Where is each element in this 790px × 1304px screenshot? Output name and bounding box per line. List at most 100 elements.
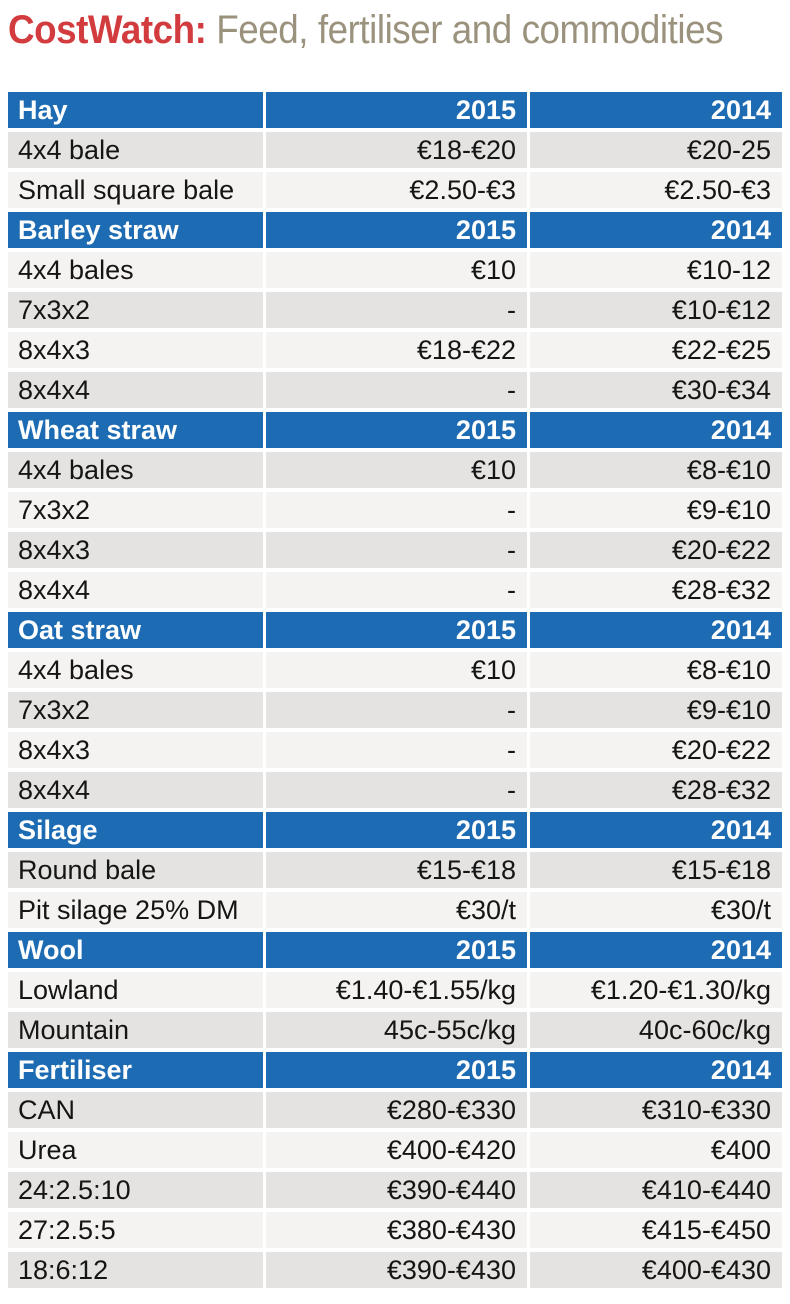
section-header-silage: Silage 2015 2014 bbox=[8, 812, 782, 848]
table-row: 8x4x4 - €28-€32 bbox=[8, 772, 782, 808]
row-label: 8x4x4 bbox=[8, 372, 263, 408]
section-header-wool: Wool 2015 2014 bbox=[8, 932, 782, 968]
row-label: 7x3x2 bbox=[8, 492, 263, 528]
row-label: 4x4 bales bbox=[8, 452, 263, 488]
value-2015: €400-€420 bbox=[266, 1132, 527, 1168]
row-label: 8x4x3 bbox=[8, 732, 263, 768]
table-row: 7x3x2 - €9-€10 bbox=[8, 692, 782, 728]
value-2015: - bbox=[266, 372, 527, 408]
table-row: 7x3x2 - €9-€10 bbox=[8, 492, 782, 528]
year-2014-header: 2014 bbox=[530, 412, 782, 448]
table-row: Pit silage 25% DM €30/t €30/t bbox=[8, 892, 782, 928]
value-2014: €410-€440 bbox=[530, 1172, 782, 1208]
value-2014: €20-€22 bbox=[530, 732, 782, 768]
year-2014-header: 2014 bbox=[530, 1052, 782, 1088]
value-2015: €380-€430 bbox=[266, 1212, 527, 1248]
year-2015-header: 2015 bbox=[266, 92, 527, 128]
row-label: Mountain bbox=[8, 1012, 263, 1048]
year-2015-header: 2015 bbox=[266, 212, 527, 248]
value-2015: €1.40-€1.55/kg bbox=[266, 972, 527, 1008]
value-2014: €1.20-€1.30/kg bbox=[530, 972, 782, 1008]
table-row: Lowland €1.40-€1.55/kg €1.20-€1.30/kg bbox=[8, 972, 782, 1008]
value-2015: - bbox=[266, 492, 527, 528]
row-label: Small square bale bbox=[8, 172, 263, 208]
value-2015: - bbox=[266, 692, 527, 728]
value-2015: €280-€330 bbox=[266, 1092, 527, 1128]
value-2014: €310-€330 bbox=[530, 1092, 782, 1128]
row-label: 27:2.5:5 bbox=[8, 1212, 263, 1248]
value-2015: €30/t bbox=[266, 892, 527, 928]
row-label: Pit silage 25% DM bbox=[8, 892, 263, 928]
section-title: Hay bbox=[8, 92, 263, 128]
row-label: 18:6:12 bbox=[8, 1252, 263, 1288]
year-2014-header: 2014 bbox=[530, 612, 782, 648]
value-2014: €28-€32 bbox=[530, 572, 782, 608]
table-row: 8x4x3 - €20-€22 bbox=[8, 532, 782, 568]
value-2014: €30-€34 bbox=[530, 372, 782, 408]
value-2014: €9-€10 bbox=[530, 692, 782, 728]
value-2014: 40c-60c/kg bbox=[530, 1012, 782, 1048]
year-2015-header: 2015 bbox=[266, 932, 527, 968]
section-header-barley-straw: Barley straw 2015 2014 bbox=[8, 212, 782, 248]
row-label: 4x4 bale bbox=[8, 132, 263, 168]
value-2015: €390-€430 bbox=[266, 1252, 527, 1288]
section-title: Barley straw bbox=[8, 212, 263, 248]
table-row: 8x4x3 €18-€22 €22-€25 bbox=[8, 332, 782, 368]
year-2015-header: 2015 bbox=[266, 812, 527, 848]
table-row: 7x3x2 - €10-€12 bbox=[8, 292, 782, 328]
row-label: 8x4x3 bbox=[8, 532, 263, 568]
table-row: Small square bale €2.50-€3 €2.50-€3 bbox=[8, 172, 782, 208]
year-2014-header: 2014 bbox=[530, 212, 782, 248]
value-2015: - bbox=[266, 292, 527, 328]
value-2014: €400-€430 bbox=[530, 1252, 782, 1288]
year-2014-header: 2014 bbox=[530, 812, 782, 848]
row-label: CAN bbox=[8, 1092, 263, 1128]
value-2015: - bbox=[266, 772, 527, 808]
row-label: Round bale bbox=[8, 852, 263, 888]
value-2015: €390-€440 bbox=[266, 1172, 527, 1208]
section-header-oat-straw: Oat straw 2015 2014 bbox=[8, 612, 782, 648]
section-header-hay: Hay 2015 2014 bbox=[8, 92, 782, 128]
value-2015: €18-€20 bbox=[266, 132, 527, 168]
value-2014: €8-€10 bbox=[530, 452, 782, 488]
value-2015: - bbox=[266, 732, 527, 768]
value-2014: €15-€18 bbox=[530, 852, 782, 888]
value-2014: €415-€450 bbox=[530, 1212, 782, 1248]
value-2014: €30/t bbox=[530, 892, 782, 928]
year-2015-header: 2015 bbox=[266, 612, 527, 648]
table-row: 8x4x4 - €28-€32 bbox=[8, 572, 782, 608]
row-label: 7x3x2 bbox=[8, 692, 263, 728]
table-row: 4x4 bales €10 €8-€10 bbox=[8, 652, 782, 688]
section-title: Fertiliser bbox=[8, 1052, 263, 1088]
value-2015: €10 bbox=[266, 452, 527, 488]
value-2014: €10-€12 bbox=[530, 292, 782, 328]
costwatch-table: Hay 2015 2014 4x4 bale €18-€20 €20-25 Sm… bbox=[8, 92, 782, 1288]
brand-name: CostWatch: bbox=[8, 8, 207, 52]
row-label: 8x4x4 bbox=[8, 772, 263, 808]
value-2014: €8-€10 bbox=[530, 652, 782, 688]
table-row: 8x4x4 - €30-€34 bbox=[8, 372, 782, 408]
year-2015-header: 2015 bbox=[266, 1052, 527, 1088]
section-title: Silage bbox=[8, 812, 263, 848]
value-2014: €2.50-€3 bbox=[530, 172, 782, 208]
section-title: Wool bbox=[8, 932, 263, 968]
row-label: 8x4x4 bbox=[8, 572, 263, 608]
value-2015: €15-€18 bbox=[266, 852, 527, 888]
year-2014-header: 2014 bbox=[530, 932, 782, 968]
value-2014: €22-€25 bbox=[530, 332, 782, 368]
table-row: 24:2.5:10 €390-€440 €410-€440 bbox=[8, 1172, 782, 1208]
row-label: 7x3x2 bbox=[8, 292, 263, 328]
year-2015-header: 2015 bbox=[266, 412, 527, 448]
section-title: Oat straw bbox=[8, 612, 263, 648]
table-row: 4x4 bales €10 €10-12 bbox=[8, 252, 782, 288]
value-2015: 45c-55c/kg bbox=[266, 1012, 527, 1048]
row-label: 24:2.5:10 bbox=[8, 1172, 263, 1208]
value-2015: €18-€22 bbox=[266, 332, 527, 368]
value-2014: €10-12 bbox=[530, 252, 782, 288]
table-row: Mountain 45c-55c/kg 40c-60c/kg bbox=[8, 1012, 782, 1048]
value-2015: €10 bbox=[266, 652, 527, 688]
page-subtitle: Feed, fertiliser and commodities bbox=[216, 8, 724, 52]
value-2014: €9-€10 bbox=[530, 492, 782, 528]
section-header-fertiliser: Fertiliser 2015 2014 bbox=[8, 1052, 782, 1088]
